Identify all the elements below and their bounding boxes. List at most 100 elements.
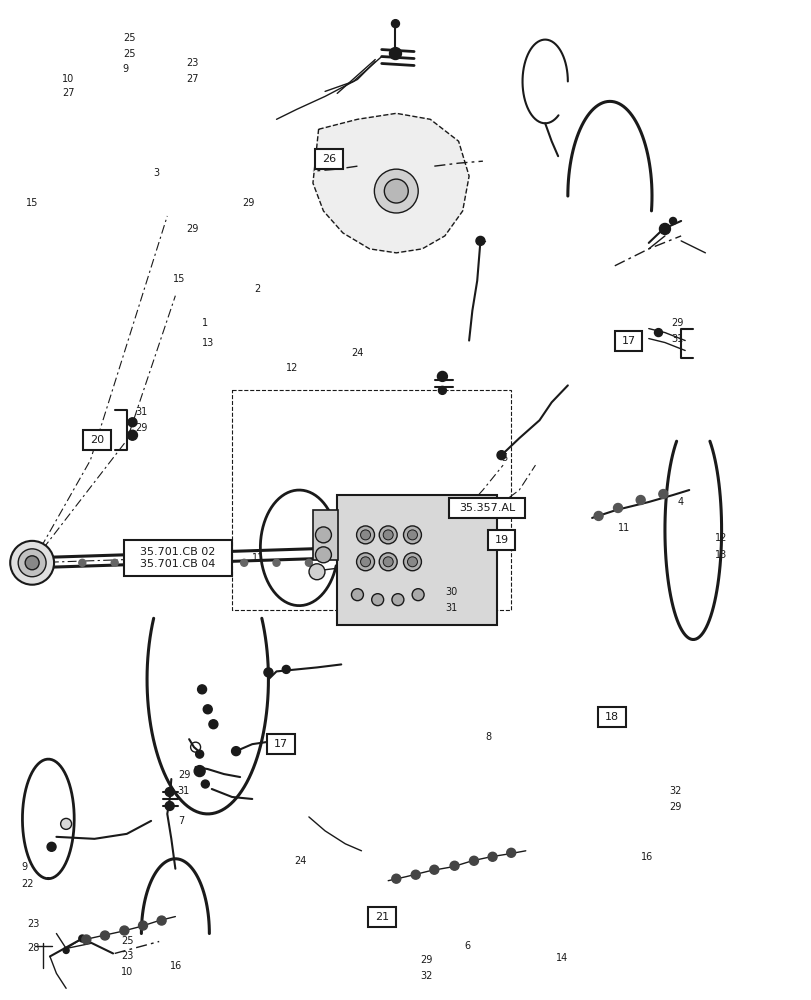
Circle shape [203, 705, 212, 714]
Circle shape [315, 527, 331, 543]
Circle shape [176, 559, 182, 566]
Circle shape [79, 935, 86, 942]
Circle shape [356, 553, 374, 571]
Text: 19: 19 [494, 535, 508, 545]
Text: 25: 25 [122, 33, 135, 43]
Text: 32: 32 [420, 971, 432, 981]
Circle shape [613, 503, 622, 512]
Circle shape [282, 665, 290, 673]
Bar [487, 530, 515, 550]
Circle shape [384, 179, 408, 203]
Bar [337, 495, 496, 625]
Text: 29: 29 [668, 802, 680, 812]
Bar [614, 331, 642, 351]
Text: 4: 4 [676, 497, 682, 507]
Circle shape [165, 788, 174, 796]
Circle shape [360, 530, 370, 540]
Circle shape [127, 430, 137, 440]
Circle shape [403, 553, 421, 571]
Text: 13: 13 [202, 338, 214, 348]
Circle shape [165, 801, 174, 810]
Circle shape [18, 549, 46, 577]
Text: 21: 21 [374, 912, 388, 922]
Circle shape [594, 511, 603, 520]
Text: 31: 31 [671, 334, 683, 344]
Text: 12: 12 [286, 363, 298, 373]
Circle shape [79, 559, 86, 566]
Text: 27: 27 [62, 88, 75, 98]
Circle shape [25, 556, 39, 570]
Text: 29: 29 [671, 318, 683, 328]
Circle shape [496, 451, 505, 460]
Circle shape [506, 848, 515, 857]
Circle shape [139, 921, 148, 930]
Circle shape [383, 557, 393, 567]
Circle shape [195, 750, 204, 758]
Text: 18: 18 [604, 712, 619, 722]
Circle shape [487, 852, 496, 861]
Circle shape [371, 594, 383, 606]
Text: 23: 23 [28, 919, 40, 929]
Circle shape [669, 217, 676, 224]
Circle shape [111, 559, 118, 566]
Text: 8: 8 [485, 732, 491, 742]
Bar [448, 498, 524, 518]
Circle shape [437, 371, 447, 381]
Circle shape [438, 386, 446, 394]
Circle shape [374, 169, 418, 213]
Circle shape [208, 720, 217, 729]
Text: 29: 29 [420, 955, 432, 965]
Text: 23: 23 [121, 951, 133, 961]
Circle shape [659, 223, 670, 234]
Circle shape [120, 926, 129, 935]
Circle shape [144, 559, 150, 566]
Text: 22: 22 [22, 879, 34, 889]
Text: 31: 31 [444, 603, 457, 613]
Bar [312, 510, 337, 560]
Circle shape [392, 594, 403, 606]
Text: 6: 6 [464, 941, 470, 951]
Circle shape [654, 329, 662, 337]
Circle shape [449, 861, 458, 870]
Text: 14: 14 [555, 953, 567, 963]
Text: 16: 16 [169, 961, 182, 971]
Text: 17: 17 [273, 739, 287, 749]
Circle shape [389, 48, 401, 60]
Circle shape [47, 842, 56, 851]
Text: 35.701.CB 02
35.701.CB 04: 35.701.CB 02 35.701.CB 04 [140, 547, 215, 569]
Bar [83, 430, 110, 450]
Text: 25: 25 [122, 49, 135, 59]
Circle shape [635, 496, 645, 504]
Circle shape [231, 747, 240, 756]
Text: 29: 29 [242, 198, 255, 208]
Text: 27: 27 [186, 74, 198, 84]
Circle shape [412, 589, 423, 601]
Circle shape [379, 526, 397, 544]
Bar [124, 540, 231, 576]
Circle shape [407, 530, 417, 540]
Circle shape [429, 865, 438, 874]
Circle shape [391, 20, 399, 28]
Text: 25: 25 [121, 936, 134, 946]
Text: 30: 30 [444, 587, 457, 597]
Bar [315, 149, 343, 169]
Circle shape [469, 856, 478, 865]
Text: 11: 11 [252, 553, 264, 563]
Text: 24: 24 [350, 348, 363, 358]
Circle shape [208, 559, 215, 566]
Text: 2: 2 [254, 284, 260, 294]
Circle shape [475, 236, 484, 245]
Text: 23: 23 [186, 58, 198, 68]
Circle shape [383, 530, 393, 540]
Circle shape [407, 557, 417, 567]
Text: 3: 3 [153, 168, 160, 178]
Text: 13: 13 [714, 550, 727, 560]
Text: 15: 15 [26, 198, 38, 208]
Bar [266, 734, 294, 754]
Text: 7: 7 [178, 816, 184, 826]
Text: 9: 9 [122, 64, 129, 74]
Text: 29: 29 [178, 770, 190, 780]
Bar [232, 390, 510, 610]
Circle shape [194, 766, 205, 777]
Circle shape [309, 564, 324, 580]
